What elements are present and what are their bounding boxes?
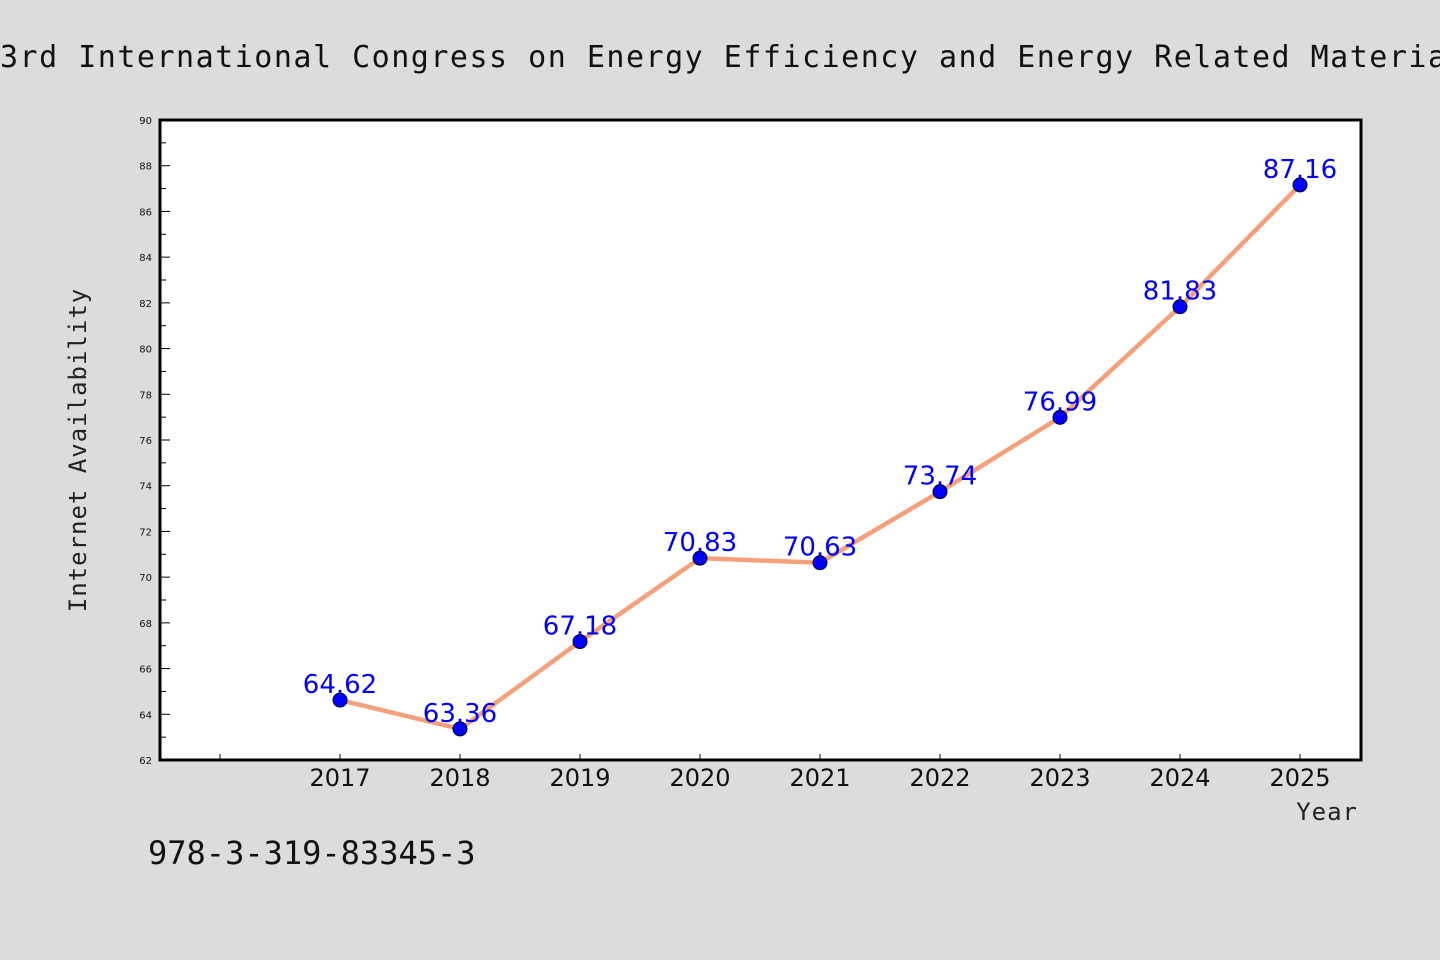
y-tick-label: 62 bbox=[139, 756, 152, 767]
x-tick-label: 2021 bbox=[789, 764, 850, 792]
y-tick-label: 74 bbox=[139, 482, 152, 493]
data-label: 81.83 bbox=[1143, 277, 1217, 307]
y-tick-label: 80 bbox=[139, 345, 152, 356]
y-tick-label: 82 bbox=[139, 299, 152, 310]
data-label: 73.74 bbox=[903, 462, 977, 492]
y-tick-label: 68 bbox=[139, 619, 152, 630]
y-tick-label: 76 bbox=[139, 436, 152, 447]
y-tick-label: 64 bbox=[139, 710, 152, 721]
series-layer bbox=[332, 177, 1308, 737]
y-axis-label: Internet Availability bbox=[64, 288, 92, 612]
data-label: 70.63 bbox=[783, 533, 857, 563]
data-point bbox=[932, 484, 948, 500]
isbn-footer: 978-3-319-83345-3 bbox=[148, 834, 476, 872]
data-label: 64.62 bbox=[303, 670, 377, 700]
data-point bbox=[332, 692, 348, 708]
chart-title: 3rd International Congress on Energy Eff… bbox=[0, 40, 1440, 75]
x-tick-label: 2024 bbox=[1149, 764, 1210, 792]
data-label: 67.18 bbox=[543, 612, 617, 642]
y-tick-label: 66 bbox=[139, 665, 152, 676]
x-tick-label: 2022 bbox=[909, 764, 970, 792]
x-tick-label: 2020 bbox=[669, 764, 730, 792]
data-point bbox=[452, 721, 468, 737]
data-point bbox=[1172, 299, 1188, 315]
data-point bbox=[1292, 177, 1308, 193]
y-tick-label: 84 bbox=[139, 253, 152, 264]
y-tick-label: 86 bbox=[139, 207, 152, 218]
y-tick-label: 78 bbox=[139, 390, 152, 401]
data-label: 70.83 bbox=[663, 528, 737, 558]
data-point bbox=[692, 550, 708, 566]
y-tick-label: 72 bbox=[139, 527, 152, 538]
x-tick-label: 2019 bbox=[549, 764, 610, 792]
plot-area bbox=[160, 120, 1361, 760]
y-tick-label: 90 bbox=[139, 116, 152, 127]
data-label: 76.99 bbox=[1023, 387, 1097, 417]
data-point bbox=[572, 634, 588, 650]
y-tick-label: 70 bbox=[139, 573, 152, 584]
y-tick-label: 88 bbox=[139, 162, 152, 173]
y-axis: 62 64 66 68 70 72 74 76 78 80 82 84 86 88 90 bbox=[139, 116, 170, 767]
plot-frame bbox=[158, 118, 1363, 762]
x-tick-label: 2023 bbox=[1029, 764, 1090, 792]
x-tick-label: 2025 bbox=[1269, 764, 1330, 792]
x-tick-label: 2018 bbox=[429, 764, 490, 792]
data-label: 63.36 bbox=[423, 699, 497, 729]
data-label: 87.16 bbox=[1263, 155, 1337, 185]
data-point bbox=[812, 555, 828, 571]
data-label-layer: 64.62 63.36 67.18 70.83 70.63 73.74 76.99 81.83… bbox=[303, 155, 1337, 729]
x-tick-label: 2017 bbox=[309, 764, 370, 792]
x-axis: 2017 2018 2019 2020 2021 2022 2023 2024 2025 bbox=[219, 754, 1331, 792]
data-point bbox=[1052, 409, 1068, 425]
x-axis-label: Year bbox=[1296, 798, 1358, 826]
